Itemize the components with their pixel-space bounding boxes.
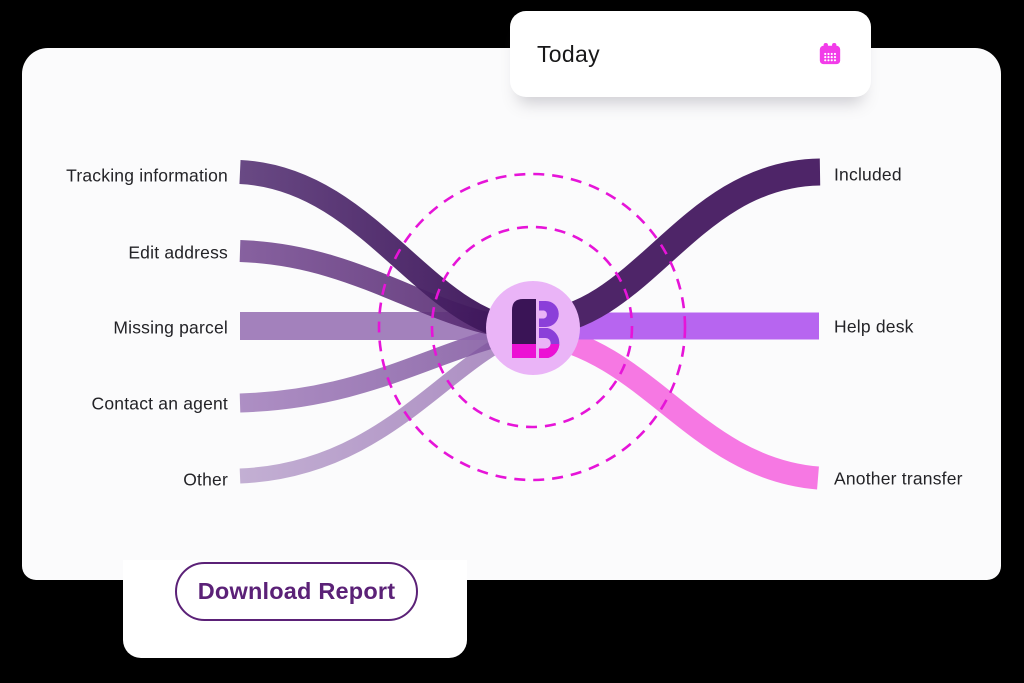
calendar-icon <box>819 43 841 65</box>
label-help-desk: Help desk <box>834 316 914 337</box>
label-included: Included <box>834 164 902 185</box>
label-tracking-information: Tracking information <box>66 165 228 186</box>
label-another-transfer: Another transfer <box>834 468 963 489</box>
label-missing-parcel: Missing parcel <box>113 317 228 338</box>
label-contact-an-agent: Contact an agent <box>91 393 228 414</box>
label-other: Other <box>183 469 228 490</box>
today-card: Today <box>510 11 871 97</box>
dashboard-card <box>22 48 1001 580</box>
calendar-button[interactable] <box>815 39 845 69</box>
download-report-button[interactable]: Download Report <box>175 562 418 621</box>
label-edit-address: Edit address <box>128 242 228 263</box>
today-title: Today <box>537 40 600 67</box>
